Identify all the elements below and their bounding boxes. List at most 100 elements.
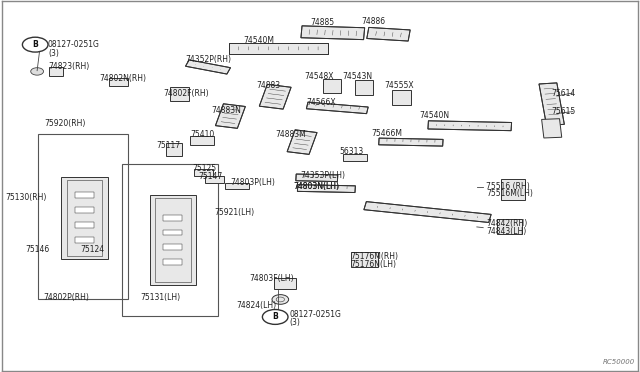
FancyBboxPatch shape (355, 80, 373, 95)
FancyArrowPatch shape (268, 94, 284, 96)
Text: 74566X: 74566X (306, 98, 335, 107)
FancyBboxPatch shape (216, 104, 245, 128)
Text: 75131(LH): 75131(LH) (141, 293, 181, 302)
Text: 74883N: 74883N (211, 106, 241, 115)
FancyBboxPatch shape (259, 84, 291, 109)
Text: 74555X: 74555X (384, 81, 413, 90)
Text: 75516 (RH): 75516 (RH) (486, 182, 530, 190)
Circle shape (22, 37, 48, 52)
FancyArrowPatch shape (548, 114, 559, 115)
Text: B: B (273, 312, 278, 321)
Text: 74824(LH): 74824(LH) (237, 301, 277, 310)
FancyBboxPatch shape (229, 43, 328, 54)
FancyBboxPatch shape (109, 78, 128, 86)
FancyBboxPatch shape (150, 195, 196, 285)
Text: 75921(LH): 75921(LH) (214, 208, 255, 217)
Text: 74803N(LH): 74803N(LH) (293, 182, 339, 191)
Bar (122, 164, 218, 316)
Text: 75130(RH): 75130(RH) (5, 193, 47, 202)
FancyBboxPatch shape (541, 119, 562, 138)
Text: 74543N: 74543N (342, 72, 372, 81)
FancyArrowPatch shape (392, 32, 393, 36)
Text: 74885: 74885 (310, 18, 335, 27)
FancyBboxPatch shape (194, 169, 213, 176)
Text: 74802F(RH): 74802F(RH) (163, 89, 209, 98)
Text: 74883: 74883 (256, 81, 280, 90)
FancyArrowPatch shape (544, 88, 554, 89)
Bar (75, 207, 94, 213)
Text: 75125: 75125 (192, 164, 216, 173)
FancyArrowPatch shape (226, 109, 240, 110)
FancyArrowPatch shape (223, 118, 237, 119)
FancyBboxPatch shape (428, 121, 511, 131)
FancyBboxPatch shape (296, 174, 338, 182)
FancyBboxPatch shape (497, 219, 522, 234)
FancyBboxPatch shape (61, 177, 108, 259)
FancyArrowPatch shape (221, 122, 235, 124)
Bar (163, 230, 182, 235)
Text: 75176N(LH): 75176N(LH) (351, 260, 397, 269)
Text: 75124: 75124 (80, 245, 104, 254)
Text: 75146: 75146 (26, 245, 50, 254)
Text: 56313: 56313 (339, 147, 364, 156)
Text: 74803N(LH): 74803N(LH) (293, 182, 339, 191)
Text: 75147: 75147 (198, 172, 223, 181)
Text: 75615: 75615 (552, 107, 576, 116)
FancyBboxPatch shape (190, 136, 214, 145)
FancyBboxPatch shape (379, 138, 443, 146)
Text: 74842(RH): 74842(RH) (486, 219, 527, 228)
Text: 74548X: 74548X (304, 72, 333, 81)
Text: 74803F(LH): 74803F(LH) (250, 275, 294, 283)
FancyBboxPatch shape (323, 79, 341, 93)
Text: 74540N: 74540N (419, 111, 449, 120)
Text: 74802P(RH): 74802P(RH) (44, 293, 90, 302)
FancyArrowPatch shape (224, 113, 238, 115)
Text: 75516M(LH): 75516M(LH) (486, 189, 533, 198)
FancyBboxPatch shape (274, 278, 296, 289)
Text: 74883M: 74883M (275, 130, 306, 139)
Text: 74352P(RH): 74352P(RH) (186, 55, 232, 64)
FancyArrowPatch shape (384, 32, 385, 36)
FancyBboxPatch shape (539, 83, 564, 125)
Text: 08127-0251G: 08127-0251G (48, 40, 100, 49)
FancyBboxPatch shape (364, 202, 491, 222)
FancyBboxPatch shape (166, 143, 182, 156)
FancyArrowPatch shape (298, 135, 312, 137)
FancyBboxPatch shape (301, 26, 365, 40)
Bar (38, 134, 128, 299)
Text: 75117: 75117 (157, 141, 181, 150)
Circle shape (262, 310, 288, 324)
FancyArrowPatch shape (266, 98, 282, 100)
FancyBboxPatch shape (49, 67, 63, 76)
Bar (75, 192, 94, 198)
Text: 74353P(LH): 74353P(LH) (301, 171, 346, 180)
FancyArrowPatch shape (547, 104, 557, 105)
Text: 75920(RH): 75920(RH) (45, 119, 86, 128)
FancyBboxPatch shape (392, 90, 411, 105)
FancyBboxPatch shape (170, 87, 189, 101)
Bar (75, 237, 94, 243)
Text: 75466M: 75466M (371, 129, 402, 138)
FancyBboxPatch shape (343, 154, 367, 161)
Bar (75, 222, 94, 228)
FancyBboxPatch shape (205, 176, 224, 183)
FancyArrowPatch shape (296, 139, 310, 141)
Text: 74802N(RH): 74802N(RH) (99, 74, 146, 83)
Text: 74803P(LH): 74803P(LH) (230, 178, 275, 187)
Text: 75614: 75614 (552, 89, 576, 97)
Text: 75176M(RH): 75176M(RH) (351, 252, 399, 261)
Text: 74540M: 74540M (243, 36, 274, 45)
FancyArrowPatch shape (545, 93, 555, 94)
Text: (3): (3) (48, 49, 59, 58)
Circle shape (31, 68, 44, 75)
FancyArrowPatch shape (265, 102, 281, 104)
FancyArrowPatch shape (292, 148, 307, 150)
FancyArrowPatch shape (269, 89, 285, 91)
Circle shape (272, 295, 289, 304)
FancyBboxPatch shape (501, 179, 525, 200)
FancyBboxPatch shape (225, 183, 249, 189)
FancyArrowPatch shape (550, 119, 559, 120)
FancyArrowPatch shape (294, 144, 308, 145)
Bar (163, 259, 182, 265)
Text: 74886: 74886 (362, 17, 386, 26)
